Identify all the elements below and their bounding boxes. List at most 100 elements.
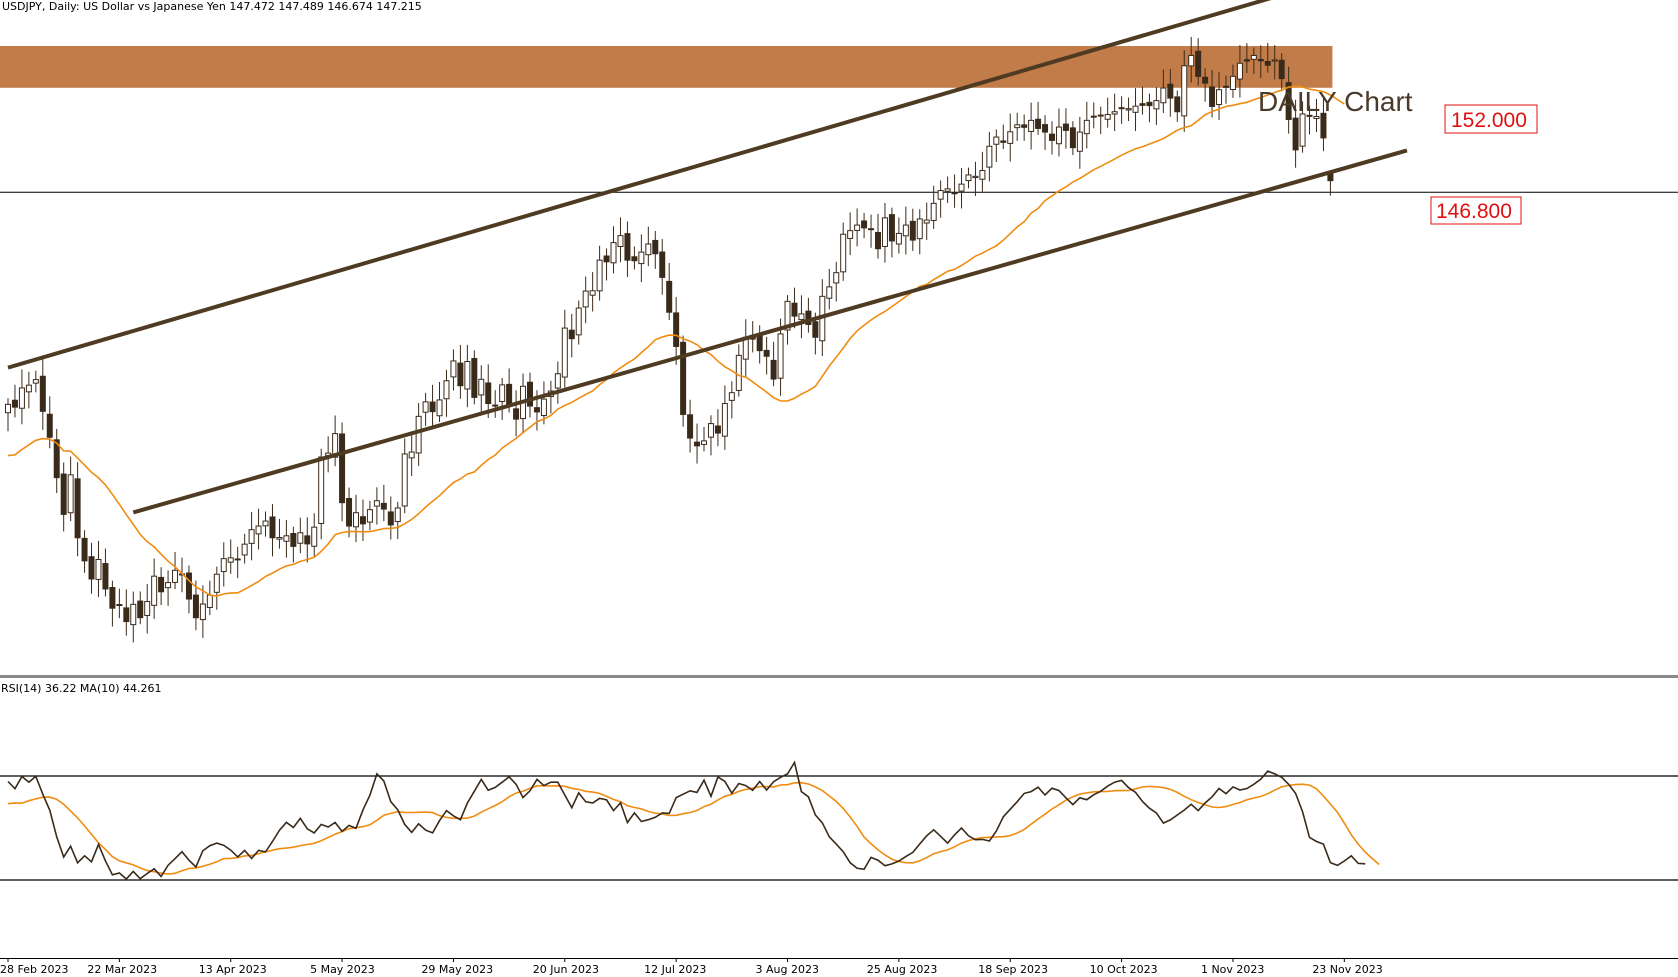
x-tick-label: 23 Nov 2023 bbox=[1312, 963, 1382, 976]
candle bbox=[144, 601, 151, 616]
candle bbox=[32, 379, 39, 384]
candle bbox=[1104, 114, 1111, 120]
candle bbox=[1083, 119, 1090, 135]
candle bbox=[283, 535, 290, 542]
candle bbox=[554, 373, 561, 389]
channel-lower-line bbox=[132, 148, 1408, 515]
price-pane: DAILY Chart 152.000 146.800 USDJPY, Dail… bbox=[0, 0, 1678, 643]
candle bbox=[116, 604, 123, 607]
candle bbox=[185, 572, 192, 600]
candle bbox=[777, 333, 784, 379]
candle bbox=[1062, 123, 1069, 131]
x-tick-label: 3 Aug 2023 bbox=[756, 963, 819, 976]
candle bbox=[735, 354, 742, 391]
candle bbox=[1132, 105, 1139, 113]
candle bbox=[1028, 119, 1035, 132]
candle bbox=[770, 359, 777, 380]
candle bbox=[603, 255, 610, 263]
rsi-header: RSI(14) 36.22 MA(10) 44.261 bbox=[1, 682, 162, 695]
candles bbox=[5, 36, 1334, 643]
candle bbox=[1243, 59, 1250, 62]
candle bbox=[1000, 140, 1007, 143]
rsi-pane: RSI(14) 36.22 MA(10) 44.261 bbox=[0, 682, 1678, 881]
candle bbox=[617, 235, 624, 247]
candle bbox=[1202, 76, 1209, 84]
candle bbox=[937, 190, 944, 200]
candle bbox=[673, 312, 680, 347]
candle bbox=[763, 349, 770, 357]
candle bbox=[568, 329, 575, 340]
candle bbox=[158, 576, 165, 593]
candle bbox=[373, 500, 380, 507]
candle bbox=[854, 224, 861, 231]
candle bbox=[81, 537, 88, 562]
candle bbox=[130, 603, 137, 626]
candle bbox=[60, 473, 67, 515]
x-tick-label: 12 Jul 2023 bbox=[644, 963, 706, 976]
moving-average-line bbox=[7, 85, 1345, 597]
candle bbox=[1076, 131, 1083, 152]
candle bbox=[1174, 96, 1181, 113]
candle bbox=[561, 327, 568, 378]
candle bbox=[304, 535, 311, 545]
candle bbox=[415, 415, 422, 454]
candle bbox=[575, 307, 582, 336]
candle bbox=[701, 440, 707, 445]
candle bbox=[638, 251, 645, 265]
candle bbox=[881, 217, 888, 247]
candle bbox=[1188, 54, 1195, 67]
candle bbox=[784, 300, 791, 331]
candle bbox=[297, 532, 304, 544]
chart-annotation: DAILY Chart bbox=[1258, 86, 1413, 117]
candle bbox=[269, 516, 276, 539]
candle bbox=[1146, 101, 1153, 107]
candle bbox=[666, 280, 673, 313]
candle bbox=[387, 511, 394, 526]
candle bbox=[401, 453, 408, 507]
candle bbox=[199, 603, 206, 621]
candle bbox=[847, 230, 854, 239]
candle bbox=[429, 401, 436, 413]
candle bbox=[1313, 115, 1320, 119]
candle bbox=[923, 219, 930, 224]
x-tick-label: 5 May 2023 bbox=[310, 963, 375, 976]
candle bbox=[1167, 83, 1174, 99]
candle bbox=[165, 582, 172, 589]
candle bbox=[46, 413, 53, 438]
candle bbox=[1014, 124, 1021, 129]
candle bbox=[986, 145, 993, 168]
candle bbox=[624, 233, 631, 261]
candle bbox=[533, 407, 540, 413]
candle bbox=[833, 272, 840, 284]
candle bbox=[1278, 59, 1285, 80]
chart-header: USDJPY, Daily: US Dollar vs Japanese Yen… bbox=[2, 0, 422, 13]
candle bbox=[436, 399, 443, 417]
candle bbox=[506, 383, 513, 406]
candle bbox=[18, 387, 25, 409]
candle bbox=[645, 243, 652, 256]
x-tick-label: 28 Feb 2023 bbox=[0, 963, 68, 976]
rsi-ma-line bbox=[7, 781, 1380, 875]
candle bbox=[53, 439, 60, 479]
candle bbox=[457, 362, 464, 387]
candle bbox=[687, 414, 694, 439]
candle bbox=[951, 192, 958, 195]
candle bbox=[1257, 58, 1264, 62]
candle bbox=[192, 594, 199, 619]
candle bbox=[812, 321, 819, 338]
candle bbox=[1111, 111, 1118, 115]
candle bbox=[1097, 114, 1104, 117]
candle bbox=[540, 398, 547, 417]
level-label-146-box bbox=[1430, 196, 1522, 225]
candle bbox=[1090, 115, 1097, 118]
candle bbox=[499, 384, 506, 402]
candle bbox=[589, 290, 596, 296]
candle bbox=[868, 228, 875, 231]
x-tick-label: 25 Aug 2023 bbox=[867, 963, 937, 976]
candle bbox=[290, 533, 297, 547]
candle bbox=[1118, 107, 1125, 110]
candle bbox=[422, 401, 429, 413]
x-tick-label: 29 May 2023 bbox=[421, 963, 493, 976]
candle bbox=[965, 174, 972, 182]
candle bbox=[902, 224, 909, 237]
